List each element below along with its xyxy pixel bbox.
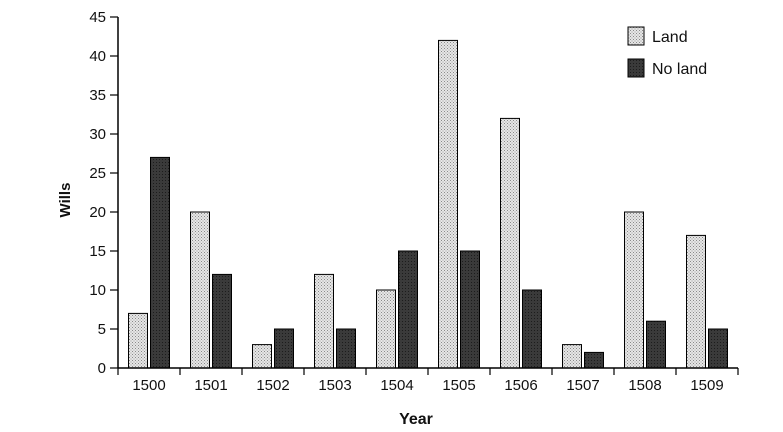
- y-tick-label: 25: [89, 165, 106, 182]
- x-tick-label: 1509: [690, 377, 723, 394]
- y-tick-label: 5: [98, 321, 106, 338]
- bar-land-1507: [562, 344, 582, 369]
- y-tick-label: 20: [89, 204, 106, 221]
- y-tick-label: 10: [89, 282, 106, 299]
- bar-no-land-1509: [708, 328, 728, 369]
- legend-label: No land: [652, 61, 707, 78]
- bar-no-land-1506: [522, 289, 542, 369]
- bar-land-1500: [128, 312, 148, 369]
- bar-land-1502: [252, 344, 272, 369]
- legend: Land No land: [627, 26, 707, 78]
- legend-swatch-no-land: [627, 58, 645, 78]
- bar-land-1506: [500, 117, 520, 369]
- x-tick-label: 1508: [628, 377, 661, 394]
- x-tick-label: 1501: [194, 377, 227, 394]
- y-tick-label: 45: [89, 9, 106, 26]
- x-axis-label: Year: [399, 411, 433, 427]
- bars: [128, 39, 728, 369]
- x-tick-label: 1505: [442, 377, 475, 394]
- x-tick-label: 1503: [318, 377, 351, 394]
- x-tick-label: 1500: [132, 377, 165, 394]
- y-tick-label: 40: [89, 48, 106, 65]
- bar-land-1509: [686, 234, 706, 369]
- bar-no-land-1505: [460, 250, 480, 369]
- y-axis-ticks: 0 5 10 15 20 25 30 35 40 45: [89, 9, 118, 377]
- bar-land-1508: [624, 211, 644, 369]
- bar-no-land-1500: [150, 156, 170, 369]
- legend-label: Land: [652, 29, 688, 46]
- y-tick-label: 0: [98, 360, 106, 377]
- y-tick-label: 35: [89, 87, 106, 104]
- bar-land-1503: [314, 273, 334, 369]
- bar-no-land-1504: [398, 250, 418, 369]
- bar-no-land-1501: [212, 273, 232, 369]
- y-axis-label: Wills: [57, 183, 74, 218]
- x-tick-label: 1504: [380, 377, 413, 394]
- bar-land-1504: [376, 289, 396, 369]
- legend-swatch-land: [627, 26, 645, 46]
- x-tick-label: 1507: [566, 377, 599, 394]
- x-tick-label: 1502: [256, 377, 289, 394]
- x-axis-ticks: 1500 1501 1502 1503 1504 1505 1506 1507 1508 1509: [117, 368, 739, 394]
- bar-no-land-1502: [274, 328, 294, 369]
- x-tick-label: 1506: [504, 377, 537, 394]
- bar-no-land-1507: [584, 351, 604, 369]
- y-tick-label: 30: [89, 126, 106, 143]
- y-tick-label: 15: [89, 243, 106, 260]
- bar-land-1501: [190, 211, 210, 369]
- bar-land-1505: [438, 39, 458, 369]
- bar-no-land-1508: [646, 320, 666, 369]
- bar-no-land-1503: [336, 328, 356, 369]
